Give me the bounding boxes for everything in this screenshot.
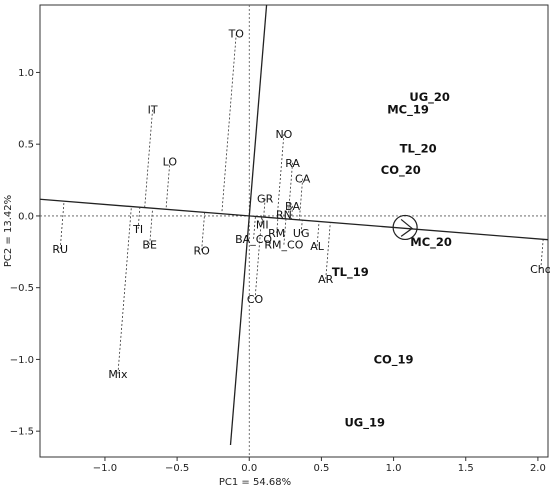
aec-circle (392, 214, 418, 241)
genotype-label-no: NO (275, 128, 292, 141)
x-tick-label: 1.5 (458, 463, 474, 474)
x-tick-label: 0.0 (241, 463, 257, 474)
aec-arrow (400, 218, 414, 237)
y-tick-label: 0.0 (18, 211, 34, 222)
projection-line-lo (165, 161, 171, 210)
x-tick-label: 1.0 (386, 463, 402, 474)
genotype-label-ug: UG (293, 227, 310, 240)
genotype-label-rn: RN (276, 208, 292, 221)
genotype-label-ca: CA (295, 173, 311, 186)
genotype-label-be: BE (142, 239, 157, 252)
y-tick-label: −1.0 (10, 355, 34, 366)
environment-label-ug-19: UG_19 (344, 416, 385, 431)
x-tick-label: 0.5 (313, 463, 329, 474)
y-tick-label: 0.5 (18, 140, 34, 151)
projection-line-al (316, 221, 320, 247)
environment-label-co-20: CO_20 (381, 163, 421, 178)
environment-label-mc-19: MC_19 (387, 103, 429, 118)
x-axis-ticks: −1.0 −0.5 0.0 0.5 1.0 1.5 2.0 (93, 457, 546, 474)
genotype-label-ru: RU (52, 243, 68, 256)
genotype-label-ro: RO (193, 244, 210, 257)
x-tick-label: −0.5 (165, 463, 189, 474)
genotype-label-co: CO (247, 293, 264, 306)
y-tick-label: −1.5 (10, 427, 34, 438)
projection-line-mi (261, 216, 264, 225)
genotype-label-gr: GR (257, 193, 274, 206)
genotype-label-cho: Cho (530, 263, 550, 276)
y-axis-ticks: 1.0 0.5 0.0 −0.5 −1.0 −1.5 (10, 68, 40, 438)
x-tick-label: −1.0 (93, 463, 117, 474)
projection-line-to (221, 33, 237, 214)
aea-ordinate-line (229, 4, 268, 446)
environment-label-tl-20: TL_20 (400, 141, 437, 156)
genotype-label-ba: BA (285, 200, 301, 213)
average-environment-axes (39, 4, 549, 446)
y-tick-label: −0.5 (10, 283, 34, 294)
genotype-label-ra: RA (285, 157, 300, 170)
y-axis-label: PC2 = 13.42% (3, 195, 14, 267)
genotype-label-mi: MI (256, 219, 269, 232)
genotype-label-rm: RM (268, 227, 285, 240)
zero-reference-lines (40, 5, 548, 457)
environment-label-mc-20: MC_20 (410, 235, 452, 250)
projection-line-co (254, 216, 263, 300)
genotype-label-to: TO (228, 28, 245, 41)
genotype-label-rm_co: RM_CO (264, 239, 303, 252)
projection-lines (59, 33, 544, 374)
aea-abscissa-line (39, 198, 549, 241)
projection-line-it (144, 109, 153, 208)
genotype-label-ti: TI (132, 223, 143, 236)
plot-frame (39, 4, 549, 458)
projection-line-rm_co (283, 218, 287, 245)
projection-line-mix (117, 206, 132, 374)
x-axis-label: PC1 = 54.68% (219, 477, 291, 488)
projection-line-cho (540, 239, 544, 270)
projection-line-gr (263, 198, 266, 218)
projection-line-no (276, 134, 285, 219)
environment-label-ug-20: UG_20 (409, 90, 450, 105)
average-environment-marker (392, 214, 418, 241)
environment-label-co-19: CO_19 (374, 352, 414, 367)
projection-line-ar (325, 222, 331, 280)
genotype-label-it: IT (148, 104, 158, 117)
projection-line-ca (298, 178, 304, 220)
projection-line-ru (59, 201, 65, 249)
projection-line-rm (276, 218, 279, 234)
genotype-label-ba_co: BA_CO (235, 233, 272, 246)
genotype-label-al: AL (310, 240, 325, 253)
genotype-label-mix: Mix (108, 368, 128, 381)
genotype-label-ar: AR (318, 273, 334, 286)
environment-label-tl-19: TL_19 (332, 265, 369, 280)
genotype-label-lo: LO (163, 155, 178, 168)
projection-line-ra (287, 162, 293, 220)
x-tick-label: 2.0 (530, 463, 546, 474)
y-tick-label: 1.0 (18, 68, 34, 79)
